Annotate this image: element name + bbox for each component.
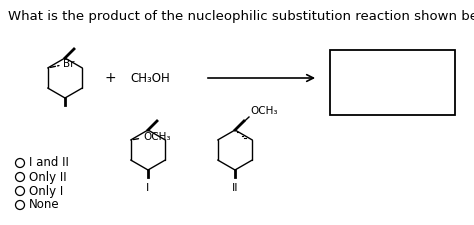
Text: OCH₃: OCH₃ bbox=[144, 132, 171, 142]
Text: Only II: Only II bbox=[29, 171, 67, 184]
Text: I and II: I and II bbox=[29, 157, 69, 169]
Text: OCH₃: OCH₃ bbox=[250, 106, 277, 116]
Text: I: I bbox=[146, 183, 150, 193]
Text: None: None bbox=[29, 198, 60, 211]
Text: II: II bbox=[232, 183, 238, 193]
Text: Br: Br bbox=[63, 59, 74, 69]
Text: What is the product of the nucleophilic substitution reaction shown below?: What is the product of the nucleophilic … bbox=[8, 10, 474, 23]
Bar bbox=[330, 50, 455, 115]
Text: CH₃OH: CH₃OH bbox=[130, 72, 170, 85]
Text: +: + bbox=[104, 71, 116, 85]
Text: Only I: Only I bbox=[29, 184, 63, 198]
